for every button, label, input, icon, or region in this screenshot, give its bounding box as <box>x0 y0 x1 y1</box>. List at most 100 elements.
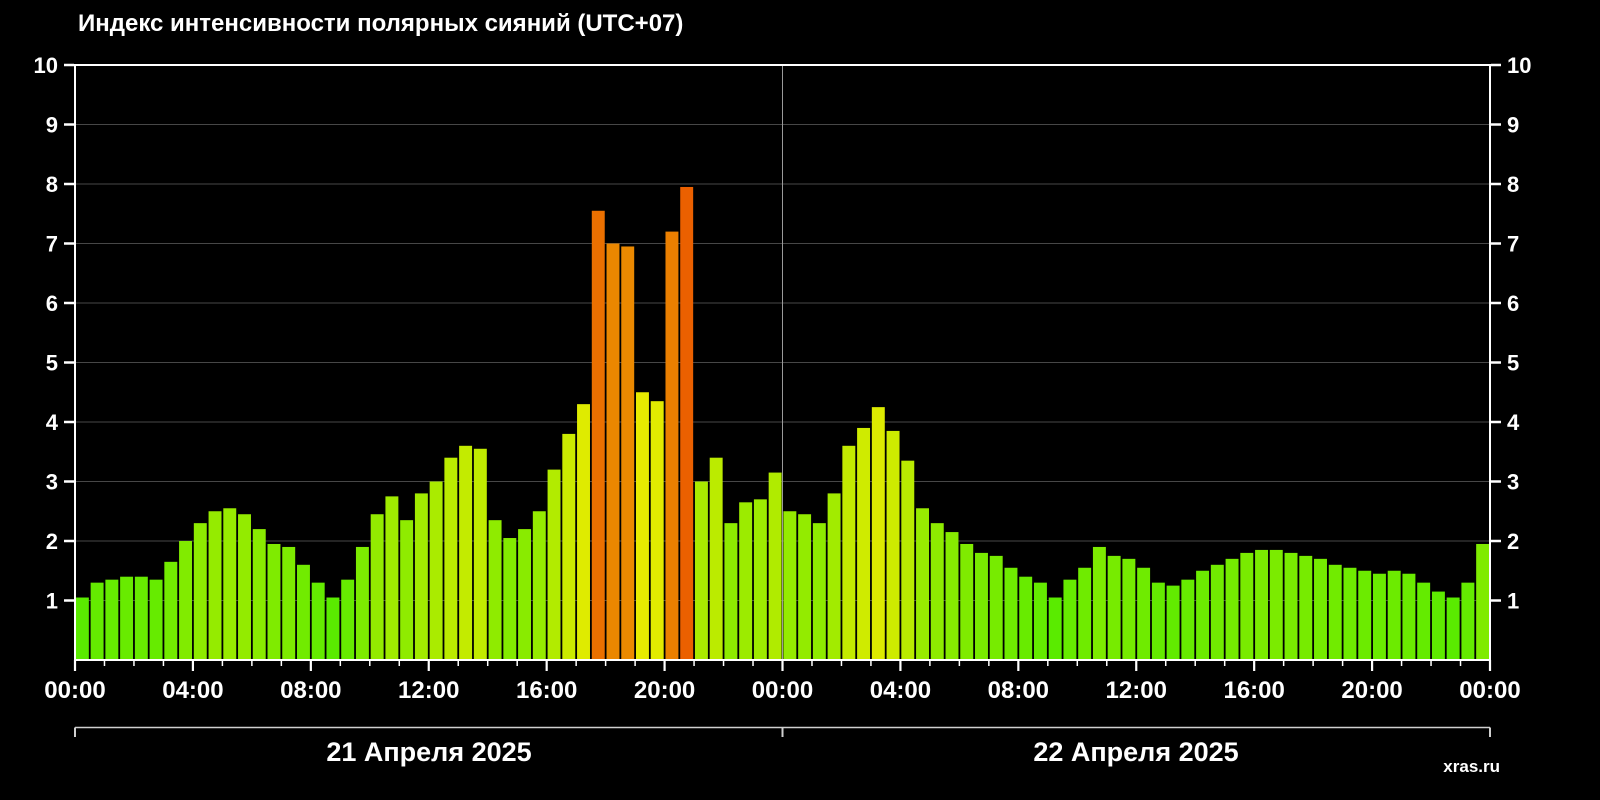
aurora-index-bar <box>400 520 414 660</box>
aurora-index-bar <box>134 576 148 660</box>
aurora-index-bar <box>1431 591 1445 660</box>
watermark-xras: xras.ru <box>1443 757 1500 776</box>
aurora-index-bar <box>1461 582 1475 660</box>
aurora-index-bar <box>547 469 561 660</box>
x-axis-time-label: 12:00 <box>1106 677 1167 704</box>
aurora-index-bar <box>1372 573 1386 660</box>
aurora-index-bar <box>267 543 281 660</box>
aurora-index-bar <box>1181 579 1195 660</box>
y-axis-label-left: 10 <box>34 53 58 78</box>
aurora-index-bar <box>1078 567 1092 660</box>
aurora-index-bar <box>650 401 664 660</box>
aurora-index-bar <box>812 523 826 660</box>
x-axis-time-label: 12:00 <box>398 677 459 704</box>
aurora-index-bar <box>1004 567 1018 660</box>
x-axis-time-label: 16:00 <box>516 677 577 704</box>
aurora-index-bar <box>370 514 384 660</box>
aurora-index-bar <box>1196 570 1210 660</box>
aurora-index-bar <box>1092 546 1106 660</box>
aurora-index-bar <box>1048 597 1062 660</box>
aurora-index-bar <box>562 433 576 660</box>
aurora-index-bar <box>753 499 767 660</box>
aurora-index-bar <box>1225 558 1239 660</box>
aurora-index-bar <box>1417 582 1431 660</box>
x-axis-time-label: 08:00 <box>988 677 1049 704</box>
y-axis-label-right: 8 <box>1507 172 1519 197</box>
aurora-index-bar <box>783 511 797 660</box>
aurora-index-bar <box>930 523 944 660</box>
y-axis-label-right: 1 <box>1507 589 1519 614</box>
aurora-index-bar <box>1240 552 1254 660</box>
aurora-index-bar <box>857 427 871 660</box>
aurora-index-bar <box>473 448 487 660</box>
aurora-index-bar <box>871 407 885 661</box>
aurora-index-bar <box>694 481 708 660</box>
aurora-index-bar <box>945 532 959 660</box>
aurora-index-bar <box>709 457 723 660</box>
aurora-index-bar <box>326 597 340 660</box>
aurora-index-bar <box>75 597 89 660</box>
aurora-index-bar <box>149 579 163 660</box>
aurora-index-bar <box>238 514 251 660</box>
aurora-index-bar <box>1328 564 1342 660</box>
aurora-index-bar <box>636 392 649 660</box>
aurora-index-bar <box>1446 597 1460 660</box>
aurora-index-bar <box>886 430 900 660</box>
aurora-index-bar <box>341 579 355 660</box>
aurora-index-bar <box>208 511 222 660</box>
aurora-index-bar <box>1063 579 1077 660</box>
aurora-index-bar <box>901 460 915 660</box>
x-axis-time-label: 20:00 <box>1341 677 1402 704</box>
y-axis-label-left: 2 <box>46 529 58 554</box>
y-axis-label-right: 7 <box>1507 232 1519 257</box>
aurora-index-bar <box>1314 558 1327 660</box>
aurora-index-bar <box>1358 570 1372 660</box>
y-axis-label-right: 3 <box>1507 470 1519 495</box>
aurora-index-bar <box>296 564 310 660</box>
aurora-index-bar <box>621 246 635 660</box>
y-axis-label-right: 6 <box>1507 291 1519 316</box>
aurora-index-bar <box>1151 582 1165 660</box>
aurora-index-bar <box>503 538 517 660</box>
aurora-index-bar <box>1299 555 1313 661</box>
x-axis-time-label: 20:00 <box>634 677 695 704</box>
aurora-index-bar <box>1387 570 1401 660</box>
x-axis-time-label: 08:00 <box>280 677 341 704</box>
aurora-index-bar <box>798 514 812 660</box>
aurora-index-bar <box>459 445 473 660</box>
aurora-index-bar <box>355 546 369 660</box>
aurora-index-bar <box>532 511 546 660</box>
aurora-index-bar <box>1402 573 1416 660</box>
aurora-index-bar <box>1107 555 1121 661</box>
x-axis-time-label: 00:00 <box>44 677 105 704</box>
x-axis-time-label: 00:00 <box>1459 677 1520 704</box>
aurora-index-bar <box>164 561 178 660</box>
date-label-day2: 22 Апреля 2025 <box>1033 737 1239 767</box>
aurora-index-bar <box>385 496 399 661</box>
y-axis-label-left: 8 <box>46 172 58 197</box>
aurora-index-bar <box>488 520 502 660</box>
date-label-day1: 21 Апреля 2025 <box>326 737 532 767</box>
y-axis-label-left: 6 <box>46 291 58 316</box>
aurora-index-bar <box>1210 564 1224 660</box>
aurora-index-bar <box>975 552 988 660</box>
aurora-index-bar <box>120 576 134 660</box>
aurora-index-bar <box>1255 549 1269 660</box>
aurora-index-bar <box>916 508 929 660</box>
aurora-index-bar <box>1476 543 1490 660</box>
x-axis-time-label: 16:00 <box>1223 677 1284 704</box>
y-axis-label-right: 9 <box>1507 113 1519 138</box>
y-axis-label-right: 2 <box>1507 529 1519 554</box>
aurora-index-bar <box>1019 576 1033 660</box>
aurora-index-bar <box>429 481 443 660</box>
aurora-index-bar <box>577 404 590 660</box>
x-axis-time-label: 04:00 <box>162 677 223 704</box>
y-axis-label-left: 3 <box>46 470 58 495</box>
aurora-index-bar <box>223 508 237 660</box>
aurora-index-bar <box>989 555 1003 661</box>
aurora-index-bar <box>414 493 428 660</box>
aurora-index-bar <box>193 523 207 660</box>
aurora-index-bar <box>518 529 532 660</box>
y-axis-label-left: 1 <box>46 589 58 614</box>
